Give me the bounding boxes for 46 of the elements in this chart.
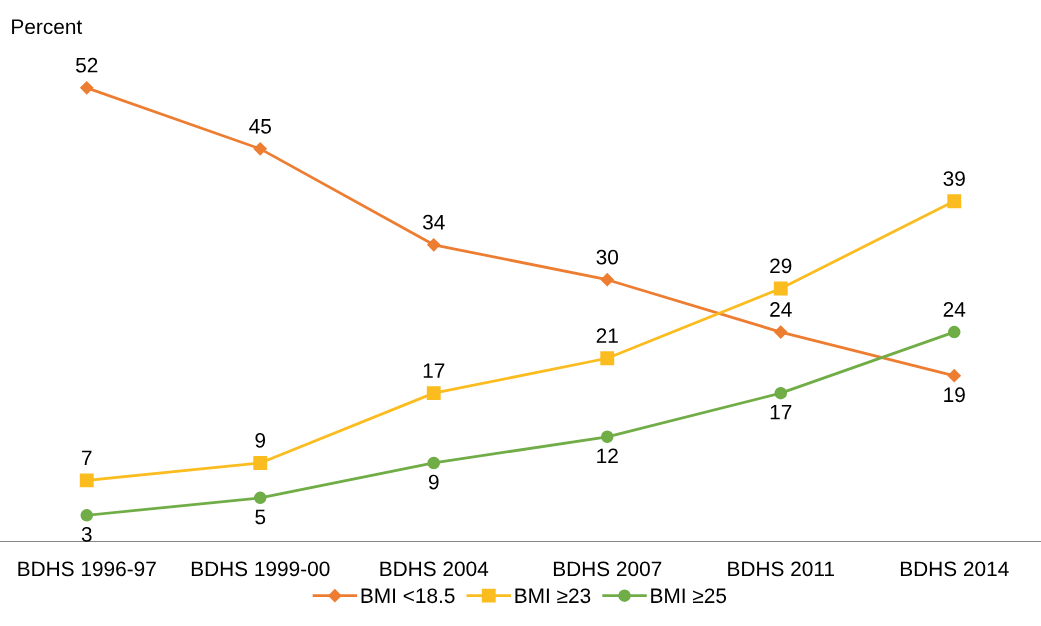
point bbox=[79, 473, 94, 488]
point bbox=[427, 456, 441, 470]
point bbox=[600, 430, 614, 444]
x-tick-label: BDHS 2014 bbox=[900, 561, 1009, 577]
data-label: 17 bbox=[770, 405, 792, 420]
point bbox=[427, 238, 441, 252]
point bbox=[774, 386, 788, 400]
data-label: 29 bbox=[770, 258, 792, 274]
point bbox=[80, 81, 94, 95]
point bbox=[253, 491, 267, 505]
data-label: 21 bbox=[596, 328, 618, 343]
point bbox=[600, 351, 615, 366]
data-label: 5 bbox=[255, 509, 266, 525]
data-label: 9 bbox=[428, 474, 439, 490]
data-label: 9 bbox=[255, 432, 266, 448]
data-label: 30 bbox=[596, 249, 619, 265]
data-label: 39 bbox=[943, 171, 965, 186]
legend-label: BMI <18.5 bbox=[361, 588, 455, 604]
data-label: 34 bbox=[422, 214, 445, 230]
legend-label: BMI ≥23 bbox=[515, 588, 591, 604]
point bbox=[947, 325, 961, 339]
point bbox=[600, 273, 614, 287]
point bbox=[773, 281, 788, 296]
point bbox=[774, 325, 788, 339]
data-label: 24 bbox=[770, 302, 792, 317]
point bbox=[426, 386, 441, 401]
data-label: 17 bbox=[423, 363, 445, 378]
point bbox=[947, 369, 961, 383]
legend-label: BMI ≥25 bbox=[651, 588, 727, 604]
data-label: 12 bbox=[597, 448, 618, 463]
data-label: 52 bbox=[76, 57, 98, 73]
x-tick-label: BDHS 2007 bbox=[553, 561, 662, 577]
x-tick-label: BDHS 2004 bbox=[380, 561, 489, 577]
point bbox=[947, 194, 962, 209]
x-tick-label: BDHS 2011 bbox=[728, 561, 834, 577]
x-tick-label: BDHS 1999-00 bbox=[191, 561, 330, 577]
point bbox=[253, 142, 267, 156]
y-axis-title: Percent bbox=[12, 19, 83, 35]
data-label: 24 bbox=[943, 302, 966, 317]
x-tick-label: BDHS 1996-97 bbox=[18, 561, 156, 577]
data-label: 45 bbox=[249, 119, 271, 134]
data-label: 7 bbox=[82, 450, 92, 465]
data-label: 19 bbox=[944, 387, 965, 403]
point bbox=[80, 509, 94, 522]
data-label: 3 bbox=[81, 526, 92, 542]
point bbox=[253, 456, 268, 470]
